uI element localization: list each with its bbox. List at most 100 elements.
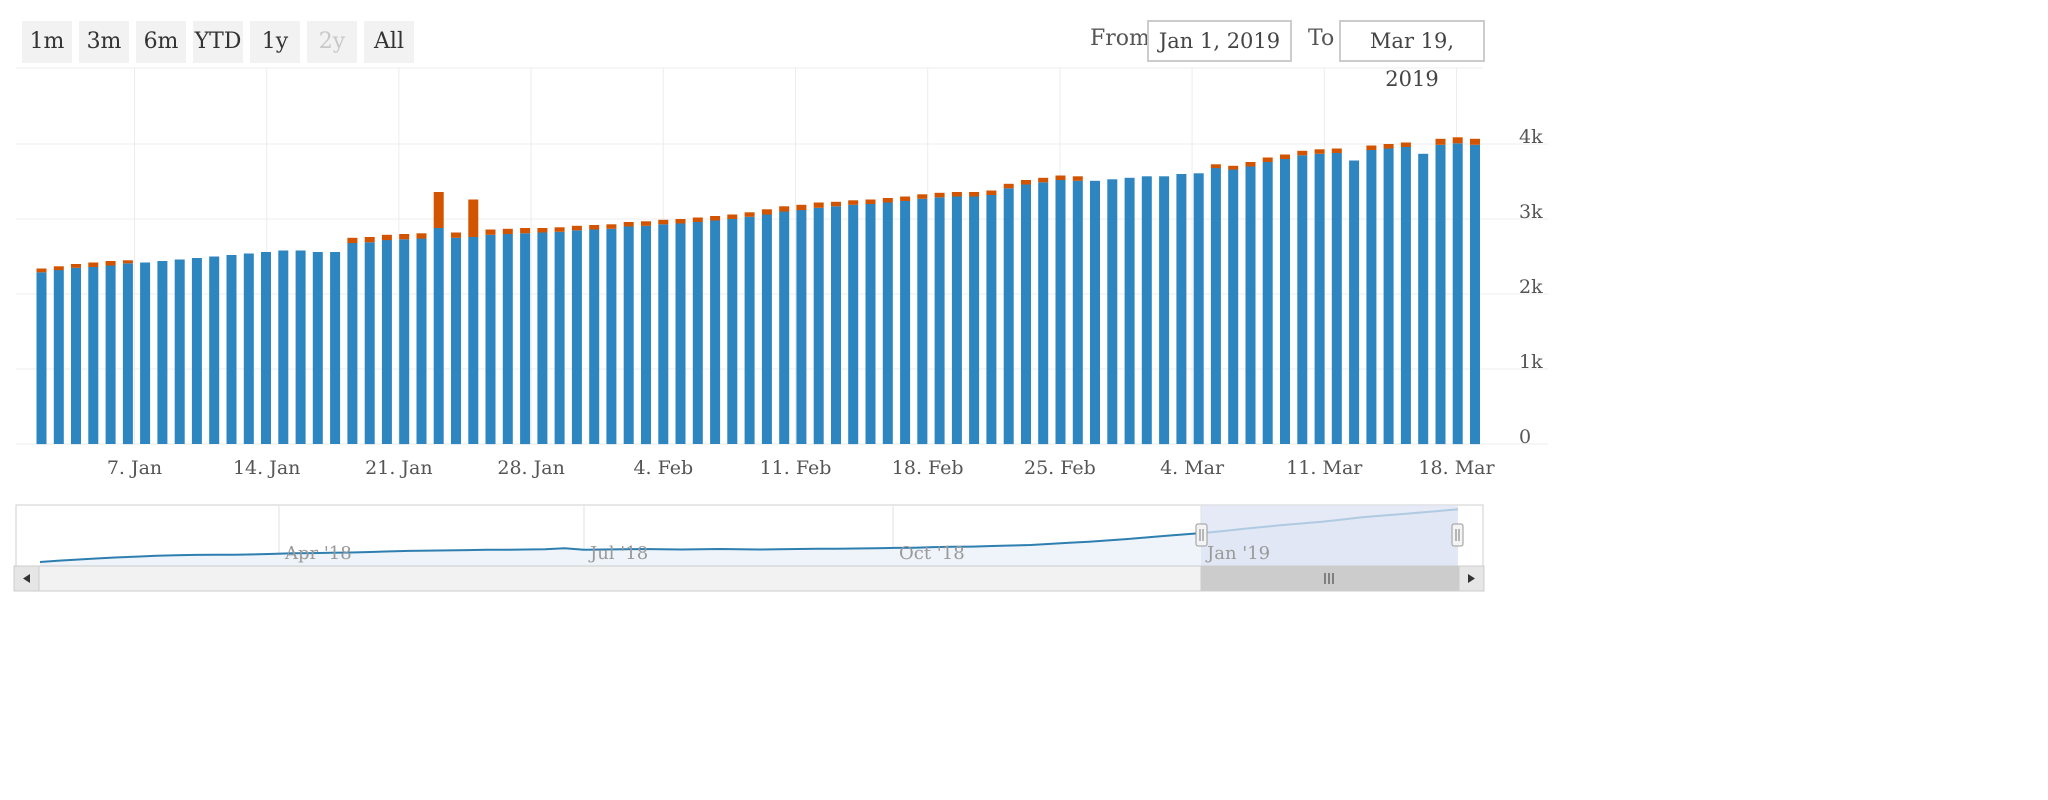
scrollbar[interactable] [13, 565, 1485, 592]
bar-segment-top [623, 222, 634, 227]
bar-segment-main [1193, 173, 1204, 445]
bar-segment-main [848, 204, 859, 445]
x-tick-label: 4. Mar [1160, 457, 1225, 479]
bar-segment-top [744, 212, 755, 217]
bar-segment-top [934, 192, 945, 198]
bar-segment-main [105, 265, 116, 444]
bar-segment-main [865, 204, 876, 444]
y-tick-label: 4k [1519, 126, 1543, 148]
y-tick-label: 1k [1519, 351, 1543, 373]
bar-segment-main [1470, 144, 1480, 445]
bar-segment-main [727, 219, 738, 444]
bar-segment-top [1021, 180, 1031, 185]
bar-segment-main [934, 197, 945, 445]
bar-segment-main [1107, 179, 1118, 445]
bar-segment-top [1262, 157, 1273, 162]
bar-segment-main [779, 211, 790, 444]
bar-segment-top [951, 192, 962, 197]
left-arrow-icon [23, 574, 30, 583]
bar-segment-top [1072, 176, 1083, 181]
bar-segment-top [36, 268, 47, 273]
bar-segment-main [1331, 153, 1342, 444]
bar-segment-main [658, 224, 669, 445]
bar-segment-top [710, 216, 721, 221]
bar-segment-top [641, 221, 651, 226]
bar-segment-top [813, 202, 824, 208]
navigator-right-handle[interactable] [1451, 523, 1464, 547]
bars [36, 137, 1480, 445]
bar-segment-main [641, 225, 651, 445]
bar-segment-top [451, 232, 461, 238]
bar-segment-main [416, 238, 427, 444]
bar-segment-main [1262, 162, 1273, 444]
bar-segment-top [1228, 165, 1239, 170]
bar-segment-main [1021, 184, 1031, 444]
bar-segment-top [1210, 164, 1221, 169]
bar-segment-top [606, 224, 617, 229]
bar-segment-main [88, 267, 99, 444]
bar-segment-main [295, 250, 306, 444]
bar-segment-top [796, 204, 807, 211]
range-button-1m[interactable]: 1m [22, 21, 72, 63]
bar-segment-main [571, 230, 582, 445]
right-arrow-icon [1468, 574, 1475, 583]
bar-segment-top [520, 228, 531, 234]
bar-segment-main [243, 253, 254, 444]
bar-segment-main [917, 198, 928, 445]
bar-segment-main [209, 256, 220, 444]
bar-segment-main [623, 226, 634, 444]
navigator-left-handle[interactable] [1195, 523, 1208, 547]
bar-segment-main [157, 261, 168, 444]
navigator-x-label: Jan '19 [1205, 543, 1270, 564]
bar-segment-top [433, 192, 444, 228]
bar-segment-main [1245, 166, 1256, 444]
to-date-input[interactable]: Mar 19, 2019 [1339, 20, 1485, 91]
bar-segment-main [381, 240, 392, 444]
to-label: To [1308, 26, 1335, 51]
bar-segment-main [1435, 144, 1446, 445]
navigator-x-label: Jul '18 [588, 543, 648, 564]
bar-segment-top [1331, 148, 1342, 153]
bar-segment-top [1003, 183, 1014, 189]
range-button-6m[interactable]: 6m [136, 21, 186, 63]
bar-segment-top [675, 219, 686, 224]
bar-segment-main [1176, 174, 1187, 444]
bar-segment-main [1038, 182, 1049, 445]
y-axis: 0 1k 2k 3k 4k [1519, 126, 1543, 448]
bar-segment-top [1400, 142, 1411, 147]
bar-segment-main [1090, 180, 1100, 445]
bar-segment-main [312, 252, 323, 444]
bar-segment-main [468, 237, 479, 444]
bar-segment-top [502, 228, 513, 235]
bar-segment-top [779, 206, 790, 212]
bar-segment-main [364, 242, 375, 445]
y-tick-label: 0 [1519, 426, 1531, 448]
bar-segment-main [900, 201, 911, 444]
x-tick-label: 4. Feb [633, 457, 693, 479]
bar-segment-main [502, 234, 513, 444]
x-tick-label: 18. Feb [892, 457, 964, 479]
bar-segment-main [882, 202, 893, 444]
bar-segment-main [1124, 177, 1135, 445]
range-button-1y[interactable]: 1y [250, 21, 300, 63]
bar-segment-top [88, 262, 99, 267]
bar-segment-top [1280, 154, 1290, 159]
bar-segment-main [433, 228, 444, 444]
bar-segment-top [761, 209, 772, 215]
bar-segment-top [364, 237, 375, 243]
bar-segment-main [1366, 150, 1377, 444]
from-date-input[interactable]: Jan 1, 2019 [1147, 20, 1292, 62]
navigator-selected-range[interactable] [1201, 505, 1458, 566]
range-button-ytd[interactable]: YTD [193, 21, 243, 63]
range-button-3m[interactable]: 3m [79, 21, 129, 63]
bar-segment-top [1470, 138, 1480, 145]
bar-segment-main [951, 196, 962, 444]
bar-segment-top [727, 214, 738, 219]
bar-segment-top [416, 233, 427, 239]
range-button-all[interactable]: All [364, 21, 414, 63]
bar-segment-main [761, 214, 772, 444]
from-label: From [1090, 26, 1150, 51]
bar-segment-main [520, 233, 531, 445]
navigator[interactable]: Apr '18 Jul '18 Oct '18 Jan '19 [15, 504, 1484, 567]
